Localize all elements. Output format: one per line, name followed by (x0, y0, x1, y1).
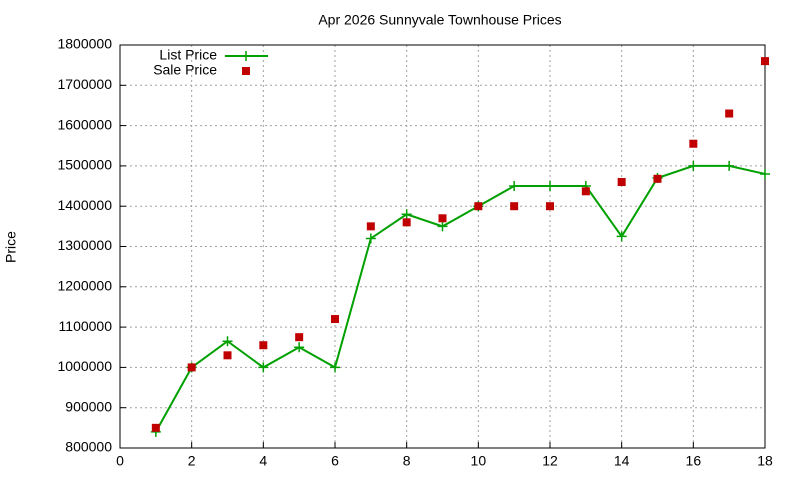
point-marker (724, 160, 735, 171)
point-marker (616, 231, 627, 242)
x-tick-label: 10 (471, 453, 487, 469)
legend-label: Sale Price (153, 62, 217, 78)
point-marker (509, 181, 520, 192)
y-tick-label: 1600000 (57, 116, 112, 132)
point-marker (242, 67, 250, 75)
y-tick-label: 1400000 (57, 197, 112, 213)
x-tick-label: 4 (259, 453, 267, 469)
point-marker (510, 202, 519, 211)
y-tick-label: 1100000 (59, 318, 113, 334)
point-marker (241, 51, 251, 61)
y-tick-label: 1700000 (57, 76, 112, 92)
point-marker (330, 362, 340, 373)
y-tick-label: 1000000 (57, 358, 112, 374)
y-tick-label: 1200000 (57, 278, 112, 294)
point-marker (760, 168, 770, 179)
point-marker (294, 342, 305, 353)
y-tick-label: 800000 (65, 439, 112, 455)
point-marker (366, 222, 375, 231)
point-marker (438, 214, 447, 223)
series-line (154, 164, 766, 433)
x-tick-label: 0 (116, 453, 124, 469)
y-tick-label: 1800000 (57, 36, 112, 52)
point-marker (581, 187, 590, 196)
point-marker (258, 362, 269, 373)
point-marker (474, 202, 483, 211)
point-marker (761, 57, 769, 66)
x-tick-label: 14 (614, 453, 630, 469)
chart-title: Apr 2026 Sunnyvale Townhouse Prices (318, 12, 561, 28)
y-tick-label: 1500000 (57, 157, 112, 173)
point-marker (222, 336, 233, 347)
point-marker (688, 160, 699, 171)
point-marker (545, 181, 555, 192)
point-marker (546, 202, 554, 211)
y-tick-label: 1300000 (57, 237, 112, 253)
y-tick-label: 900000 (65, 398, 112, 414)
x-tick-label: 6 (331, 453, 339, 469)
x-tick-label: 2 (188, 453, 196, 469)
x-tick-label: 16 (686, 453, 702, 469)
point-marker (365, 233, 376, 244)
x-tick-label: 8 (403, 453, 411, 469)
x-tick-label: 18 (757, 453, 773, 469)
y-axis-label: Price (3, 231, 19, 263)
point-marker (259, 341, 268, 350)
legend-label: List Price (159, 47, 217, 63)
point-marker (617, 178, 626, 187)
point-marker (725, 109, 734, 118)
x-tick-label: 12 (542, 453, 558, 469)
point-marker (295, 333, 304, 342)
point-marker (223, 351, 232, 360)
plot-frame (119, 44, 766, 449)
point-marker (437, 221, 448, 232)
point-marker (653, 174, 662, 183)
point-marker (187, 363, 196, 372)
point-marker (151, 423, 160, 432)
point-marker (402, 218, 411, 227)
point-marker (689, 139, 698, 148)
point-marker (331, 315, 339, 324)
point-marker (401, 209, 412, 220)
